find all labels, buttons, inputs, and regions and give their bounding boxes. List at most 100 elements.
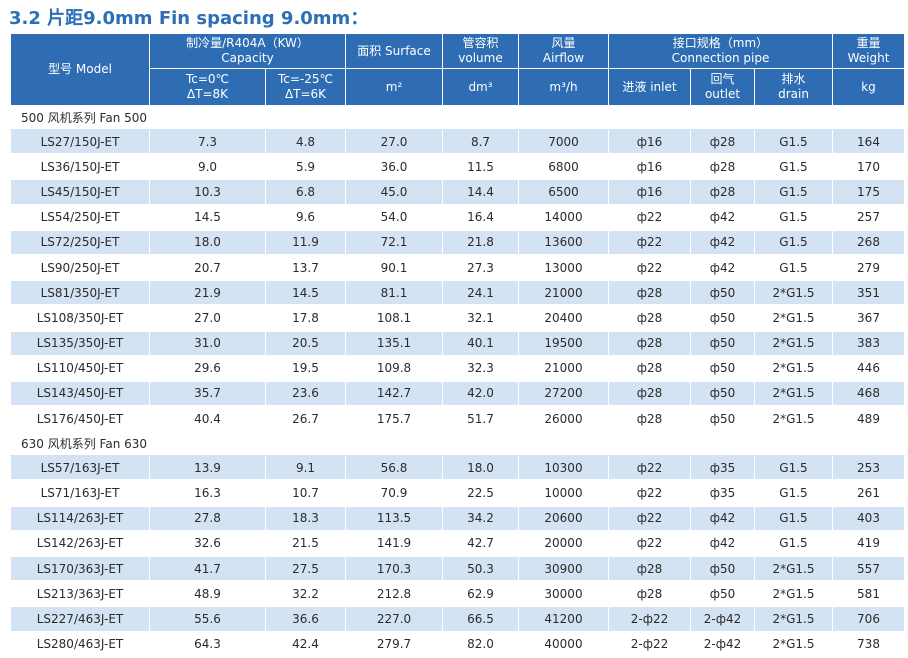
cell-cap-tc25: 20.5 xyxy=(265,330,346,357)
page-title: 3.2 片距9.0mm Fin spacing 9.0mm： xyxy=(9,8,369,29)
cell-cap-tc25: 18.3 xyxy=(265,505,346,532)
cell-weight: 446 xyxy=(832,355,905,382)
cell-cap-tc0: 64.3 xyxy=(149,631,266,658)
cell-volume: 82.0 xyxy=(442,631,519,658)
cell-cap-tc0: 27.0 xyxy=(149,305,266,332)
cell-drain: 2*G1.5 xyxy=(754,556,833,583)
cell-surface: 141.9 xyxy=(345,530,443,558)
cell-cap-tc25: 9.1 xyxy=(265,455,346,482)
cell-weight: 581 xyxy=(832,581,905,608)
cell-outlet: ф50 xyxy=(690,355,755,382)
cell-cap-tc25: 6.8 xyxy=(265,179,346,206)
cell-airflow: 10300 xyxy=(518,455,609,482)
cell-cap-tc25: 36.6 xyxy=(265,606,346,633)
cell-weight: 706 xyxy=(832,606,905,633)
cell-volume: 32.3 xyxy=(442,355,519,382)
header-capacity-bottom: Capacity xyxy=(221,51,274,65)
cell-cap-tc0: 7.3 xyxy=(149,129,266,156)
header-tc25: Tc=-25℃ ΔT=6K xyxy=(265,68,346,106)
cell-cap-tc0: 48.9 xyxy=(149,581,266,608)
cell-model: LS110/450J-ET xyxy=(10,355,150,382)
cell-cap-tc25: 21.5 xyxy=(265,530,346,558)
cell-model: LS142/263J-ET xyxy=(10,530,150,558)
header-volume: 管容积 volume xyxy=(442,33,519,69)
cell-drain: G1.5 xyxy=(754,179,833,206)
table-body: 500 风机系列 Fan 500 LS27/150J-ET 7.3 4.8 27.0 8.… xyxy=(10,105,905,658)
cell-surface: 109.8 xyxy=(345,355,443,382)
table-row: LS54/250J-ET 14.5 9.6 54.0 16.4 14000 ф22 ф42 G1… xyxy=(10,204,905,231)
cell-airflow: 13000 xyxy=(518,254,609,282)
cell-surface: 212.8 xyxy=(345,581,443,608)
cell-volume: 22.5 xyxy=(442,480,519,507)
cell-outlet: ф42 xyxy=(690,229,755,256)
cell-cap-tc0: 16.3 xyxy=(149,480,266,507)
cell-outlet: ф50 xyxy=(690,305,755,332)
table-row: LS57/163J-ET 13.9 9.1 56.8 18.0 10300 ф22 ф35 G1… xyxy=(10,455,905,482)
cell-outlet: ф50 xyxy=(690,556,755,583)
cell-airflow: 40000 xyxy=(518,631,609,658)
cell-inlet: ф28 xyxy=(608,406,691,433)
table-row: LS90/250J-ET 20.7 13.7 90.1 27.3 13000 ф22 ф42 G… xyxy=(10,254,905,282)
cell-cap-tc0: 9.0 xyxy=(149,154,266,181)
cell-cap-tc0: 29.6 xyxy=(149,355,266,382)
cell-outlet: ф50 xyxy=(690,280,755,307)
header-drain-line1: 排水 xyxy=(781,72,806,86)
header-volume-line1: 管容积 xyxy=(462,36,499,50)
cell-cap-tc0: 14.5 xyxy=(149,204,266,231)
group-row: 500 风机系列 Fan 500 xyxy=(10,105,905,130)
cell-volume: 42.7 xyxy=(442,530,519,558)
header-outlet-line2: outlet xyxy=(704,87,741,101)
cell-surface: 56.8 xyxy=(345,455,443,482)
cell-cap-tc0: 27.8 xyxy=(149,505,266,532)
cell-cap-tc25: 26.7 xyxy=(265,406,346,433)
header-airflow-line1: 风量 xyxy=(551,36,576,50)
cell-inlet: ф16 xyxy=(608,129,691,156)
table-row: LS45/150J-ET 10.3 6.8 45.0 14.4 6500 ф16 ф28 G1.… xyxy=(10,179,905,206)
cell-inlet: ф28 xyxy=(608,330,691,357)
cell-model: LS45/150J-ET xyxy=(10,179,150,206)
header-inlet: 进液 inlet xyxy=(608,68,691,106)
cell-inlet: ф22 xyxy=(608,229,691,256)
cell-volume: 50.3 xyxy=(442,556,519,583)
header-volume-line2: volume xyxy=(458,51,503,65)
cell-surface: 279.7 xyxy=(345,631,443,658)
cell-outlet: 2-ф42 xyxy=(690,606,755,633)
cell-airflow: 21000 xyxy=(518,355,609,382)
header-capacity-top: 制冷量/R404A（KW） xyxy=(186,36,309,50)
cell-weight: 261 xyxy=(832,480,905,507)
header-volume-unit: dm³ xyxy=(442,68,519,106)
cell-volume: 66.5 xyxy=(442,606,519,633)
cell-airflow: 7000 xyxy=(518,129,609,156)
header-airflow-line2: Airflow xyxy=(542,51,585,65)
table-row: LS72/250J-ET 18.0 11.9 72.1 21.8 13600 ф22 ф42 G… xyxy=(10,229,905,256)
cell-cap-tc0: 32.6 xyxy=(149,530,266,558)
cell-airflow: 20400 xyxy=(518,305,609,332)
cell-outlet: ф28 xyxy=(690,154,755,181)
header-weight: 重量 Weight xyxy=(832,33,905,69)
cell-cap-tc0: 10.3 xyxy=(149,179,266,206)
cell-drain: 2*G1.5 xyxy=(754,380,833,408)
table-row: LS110/450J-ET 29.6 19.5 109.8 32.3 21000 ф28 ф5… xyxy=(10,355,905,382)
header-tc25-line1: Tc=-25℃ xyxy=(277,72,334,86)
cell-model: LS108/350J-ET xyxy=(10,305,150,332)
header-connection-line2: Connection pipe xyxy=(671,51,770,65)
cell-outlet: ф35 xyxy=(690,480,755,507)
cell-drain: 2*G1.5 xyxy=(754,631,833,658)
cell-model: LS135/350J-ET xyxy=(10,330,150,357)
cell-cap-tc25: 42.4 xyxy=(265,631,346,658)
cell-inlet: ф22 xyxy=(608,530,691,558)
cell-model: LS54/250J-ET xyxy=(10,204,150,231)
cell-volume: 21.8 xyxy=(442,229,519,256)
cell-drain: 2*G1.5 xyxy=(754,355,833,382)
cell-weight: 170 xyxy=(832,154,905,181)
group-row: 630 风机系列 Fan 630 xyxy=(10,431,905,457)
cell-surface: 170.3 xyxy=(345,556,443,583)
cell-volume: 32.1 xyxy=(442,305,519,332)
cell-volume: 40.1 xyxy=(442,330,519,357)
table-row: LS81/350J-ET 21.9 14.5 81.1 24.1 21000 ф28 ф50 2… xyxy=(10,280,905,307)
cell-surface: 135.1 xyxy=(345,330,443,357)
cell-drain: G1.5 xyxy=(754,154,833,181)
header-outlet: 回气 outlet xyxy=(690,68,755,106)
cell-cap-tc25: 23.6 xyxy=(265,380,346,408)
header-surface: 面积 Surface xyxy=(345,33,443,69)
